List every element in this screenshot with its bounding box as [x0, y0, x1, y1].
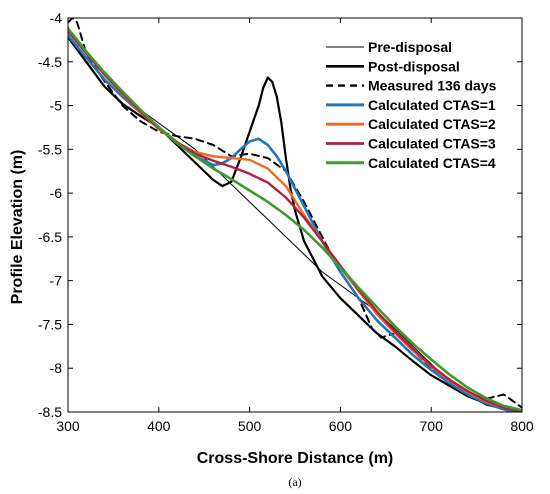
ticks-layer: 300 400 500 600 700 800 -4 -4.5 -5 -5.5 -6 -6.5 -7 -7…	[38, 10, 534, 434]
legend-label-4: Calculated CTAS=1	[368, 97, 496, 113]
y-tick-label: -8	[50, 360, 63, 376]
x-tick-label: 300	[56, 418, 80, 434]
legend-label-1: Pre-disposal	[368, 39, 452, 55]
legend-label-2: Post-disposal	[368, 58, 460, 74]
y-tick-label: -7.5	[38, 316, 62, 332]
y-tick-label: -6.5	[38, 229, 62, 245]
y-tick-label: -7	[50, 273, 63, 289]
x-tick-label: 400	[147, 418, 171, 434]
x-tick-label: 800	[510, 418, 534, 434]
legend-label-5: Calculated CTAS=2	[368, 116, 496, 132]
legend: Pre-disposal Post-disposal Measured 136 da…	[326, 39, 497, 171]
series-line-7	[68, 27, 522, 412]
x-axis-label: Cross-Shore Distance (m)	[197, 450, 394, 467]
y-tick-label: -5.5	[38, 141, 62, 157]
x-tick-label: 600	[329, 418, 353, 434]
series-layer	[68, 18, 522, 412]
y-tick-label: -4.5	[38, 54, 62, 70]
figure-caption: (a)	[288, 475, 301, 489]
y-tick-label: -5	[50, 98, 63, 114]
legend-label-6: Calculated CTAS=3	[368, 136, 496, 152]
plot-frame	[67, 17, 523, 413]
y-tick-label: -6	[50, 185, 63, 201]
x-tick-label: 500	[238, 418, 262, 434]
y-tick-label: -8.5	[38, 404, 62, 420]
x-tick-label: 700	[420, 418, 444, 434]
legend-label-3: Measured 136 days	[368, 78, 497, 94]
y-axis-label: Profile Elevation (m)	[9, 150, 26, 305]
legend-label-7: Calculated CTAS=4	[368, 155, 496, 171]
y-tick-label: -4	[50, 10, 63, 26]
